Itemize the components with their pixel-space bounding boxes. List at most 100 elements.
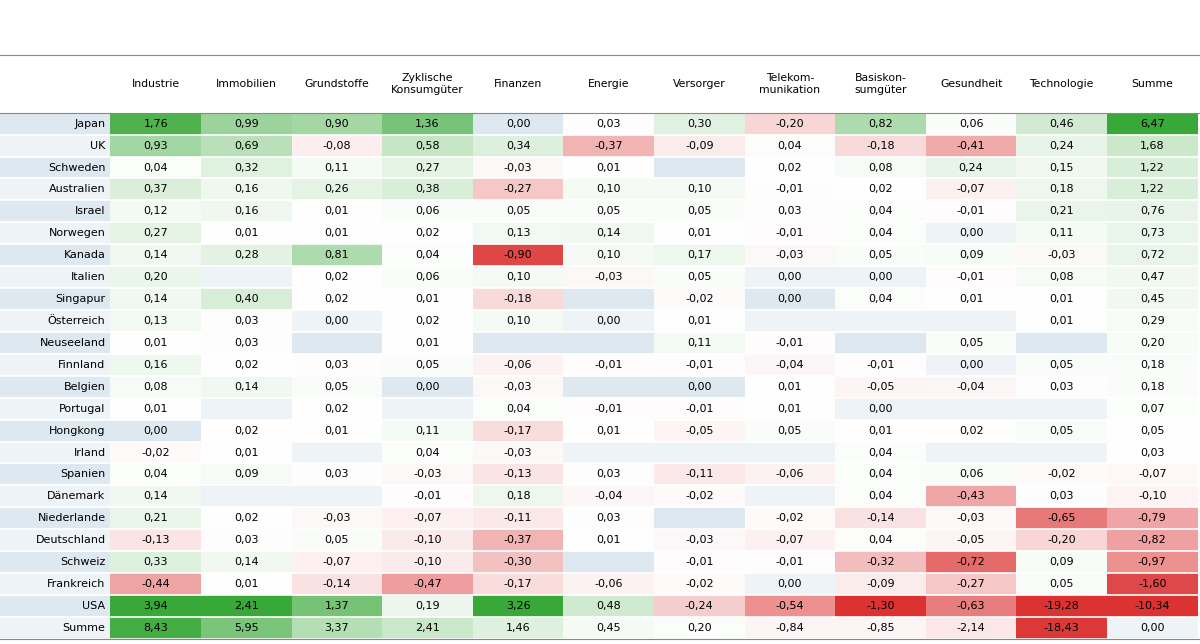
Text: -2,14: -2,14 (956, 623, 985, 633)
Bar (926, 464, 1016, 486)
Bar (1108, 398, 1198, 420)
Bar (292, 135, 382, 156)
Text: 0,06: 0,06 (959, 118, 983, 129)
Bar (926, 135, 1016, 156)
Bar (382, 354, 473, 376)
Text: 0,04: 0,04 (415, 251, 440, 260)
Bar (1108, 332, 1198, 354)
Bar (473, 376, 564, 398)
Text: 0,69: 0,69 (234, 140, 259, 151)
Text: 0,02: 0,02 (234, 426, 259, 435)
Text: 0,01: 0,01 (1050, 294, 1074, 304)
Text: 0,02: 0,02 (415, 316, 440, 326)
Bar (744, 266, 835, 288)
Bar (292, 266, 382, 288)
Text: 0,82: 0,82 (868, 118, 893, 129)
Text: -0,20: -0,20 (775, 118, 804, 129)
Text: Immobilien: Immobilien (216, 79, 277, 89)
Bar (835, 420, 926, 442)
Text: 0,03: 0,03 (234, 338, 258, 348)
Text: Gesundheit: Gesundheit (940, 79, 1002, 89)
Text: 0,04: 0,04 (505, 404, 530, 413)
Text: 0,10: 0,10 (688, 184, 712, 194)
Bar (1016, 376, 1108, 398)
Bar (744, 464, 835, 486)
Text: -0,79: -0,79 (1138, 513, 1166, 524)
Bar (473, 222, 564, 244)
Text: -0,84: -0,84 (775, 623, 804, 633)
Bar (744, 310, 835, 332)
Text: 0,02: 0,02 (778, 162, 803, 173)
Bar (110, 398, 200, 420)
Bar (654, 354, 744, 376)
Text: 1,37: 1,37 (324, 601, 349, 611)
Bar (1108, 266, 1198, 288)
Bar (110, 573, 200, 595)
Text: 0,05: 0,05 (1050, 360, 1074, 370)
Text: -0,07: -0,07 (413, 513, 442, 524)
Text: 0,08: 0,08 (1049, 272, 1074, 282)
Bar (382, 398, 473, 420)
Text: 2,41: 2,41 (415, 623, 440, 633)
Bar (744, 135, 835, 156)
Text: -0,97: -0,97 (1138, 557, 1166, 567)
Text: 3,26: 3,26 (505, 601, 530, 611)
Text: Technologie: Technologie (1030, 79, 1094, 89)
Bar (292, 529, 382, 551)
Text: 0,01: 0,01 (325, 206, 349, 216)
Bar (835, 595, 926, 617)
Bar (200, 332, 292, 354)
Text: 0,01: 0,01 (234, 448, 258, 457)
Text: Niederlande: Niederlande (37, 513, 106, 524)
Bar (292, 156, 382, 178)
Bar (564, 529, 654, 551)
Text: 0,03: 0,03 (234, 535, 258, 545)
Text: Italien: Italien (71, 272, 106, 282)
Bar (0, 617, 110, 639)
Bar (382, 486, 473, 507)
Text: 0,00: 0,00 (778, 272, 802, 282)
Text: 0,14: 0,14 (596, 228, 622, 238)
Text: 0,10: 0,10 (506, 272, 530, 282)
Text: -0,01: -0,01 (685, 360, 714, 370)
Bar (292, 486, 382, 507)
Text: Australien: Australien (49, 184, 106, 194)
Text: 0,16: 0,16 (234, 184, 258, 194)
Text: -0,01: -0,01 (775, 228, 804, 238)
Text: 0,00: 0,00 (778, 579, 802, 589)
Text: -0,02: -0,02 (685, 491, 714, 501)
Bar (292, 113, 382, 135)
Bar (564, 551, 654, 573)
Bar (926, 595, 1016, 617)
Text: 0,03: 0,03 (325, 360, 349, 370)
Text: Portugal: Portugal (59, 404, 106, 413)
Bar (473, 595, 564, 617)
Bar (744, 354, 835, 376)
Text: Neuseeland: Neuseeland (40, 338, 106, 348)
Bar (473, 486, 564, 507)
Bar (926, 200, 1016, 222)
Text: -0,06: -0,06 (504, 360, 533, 370)
Text: Irland: Irland (73, 448, 106, 457)
Bar (835, 529, 926, 551)
Bar (744, 244, 835, 266)
Bar (0, 529, 110, 551)
Bar (654, 135, 744, 156)
Bar (926, 244, 1016, 266)
Bar (564, 135, 654, 156)
Text: -0,11: -0,11 (685, 469, 714, 479)
Text: 0,14: 0,14 (234, 382, 259, 392)
Text: Schweiz: Schweiz (60, 557, 106, 567)
Text: 0,04: 0,04 (143, 162, 168, 173)
Bar (200, 464, 292, 486)
Bar (110, 244, 200, 266)
Text: 0,00: 0,00 (596, 316, 620, 326)
Text: 6,47: 6,47 (1140, 118, 1165, 129)
Bar (110, 595, 200, 617)
Text: Österreich: Österreich (48, 316, 106, 326)
Text: 0,09: 0,09 (1049, 557, 1074, 567)
Text: 0,03: 0,03 (596, 469, 620, 479)
Text: -0,02: -0,02 (775, 513, 804, 524)
Text: 0,05: 0,05 (778, 426, 802, 435)
Bar (110, 222, 200, 244)
